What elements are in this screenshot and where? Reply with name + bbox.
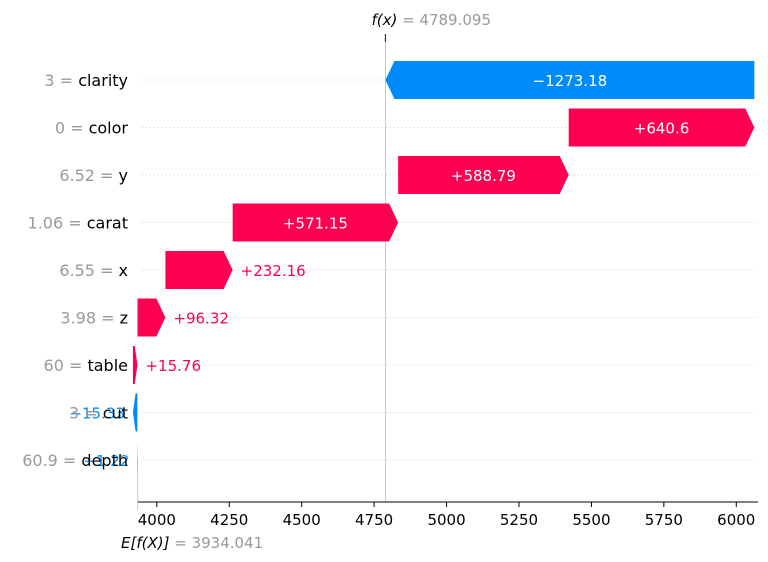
x-tick-label-5250: 5250 xyxy=(500,511,538,529)
feature-label-y: 6.52 = y xyxy=(59,166,128,185)
x-tick-label-6000: 6000 xyxy=(717,511,755,529)
bar-value-label-depth: −1.22 xyxy=(83,452,129,470)
base-value-label: E[f(X)] = 3934.041 xyxy=(121,534,263,552)
bars-layer xyxy=(132,61,755,479)
bar-y xyxy=(398,156,569,194)
feature-label-z: 3.98 = z xyxy=(60,309,128,328)
bar-cut xyxy=(132,393,138,432)
x-tick-label-5000: 5000 xyxy=(427,511,465,529)
bar-value-label-z: +96.32 xyxy=(173,310,229,328)
bar-value-label-color: +640.6 xyxy=(634,120,690,138)
x-tick-label-4000: 4000 xyxy=(138,511,176,529)
bar-value-label-x: +232.16 xyxy=(241,262,306,280)
x-tick-label-4500: 4500 xyxy=(283,511,321,529)
bar-value-label-table: +15.76 xyxy=(145,357,201,375)
feature-label-x: 6.55 = x xyxy=(59,261,128,280)
x-tick-label-4250: 4250 xyxy=(210,511,248,529)
bar-value-label-clarity: −1273.18 xyxy=(533,72,608,90)
bar-value-label-y: +588.79 xyxy=(451,167,516,185)
labels-layer: −1273.18 3 = clarity +640.6 0 = color +588.7… xyxy=(22,11,689,552)
output-value-label: f(x) = 4789.095 xyxy=(371,11,491,29)
bar-table xyxy=(132,346,138,384)
feature-label-depth: 60.9 = depth xyxy=(22,451,128,470)
bar-color xyxy=(568,108,755,147)
x-tick-label-5500: 5500 xyxy=(572,511,610,529)
bar-clarity xyxy=(385,61,755,99)
feature-label-table: 60 = table xyxy=(44,356,128,375)
bar-value-label-cut: −15.33 xyxy=(69,405,125,423)
feature-label-clarity: 3 = clarity xyxy=(44,71,128,90)
feature-label-carat: 1.06 = carat xyxy=(28,214,128,233)
x-axis: 4000 4250 4500 4750 5000 5250 5500 5750 6000 xyxy=(138,501,758,529)
x-tick-label-5750: 5750 xyxy=(645,511,683,529)
feature-label-cut: 3 = cut xyxy=(69,404,128,423)
bar-carat xyxy=(232,203,399,242)
bar-value-label-carat: +571.15 xyxy=(283,215,348,233)
feature-label-color: 0 = color xyxy=(55,119,129,138)
x-tick-label-4750: 4750 xyxy=(355,511,393,529)
bar-z xyxy=(137,298,166,337)
bar-x xyxy=(165,251,233,289)
